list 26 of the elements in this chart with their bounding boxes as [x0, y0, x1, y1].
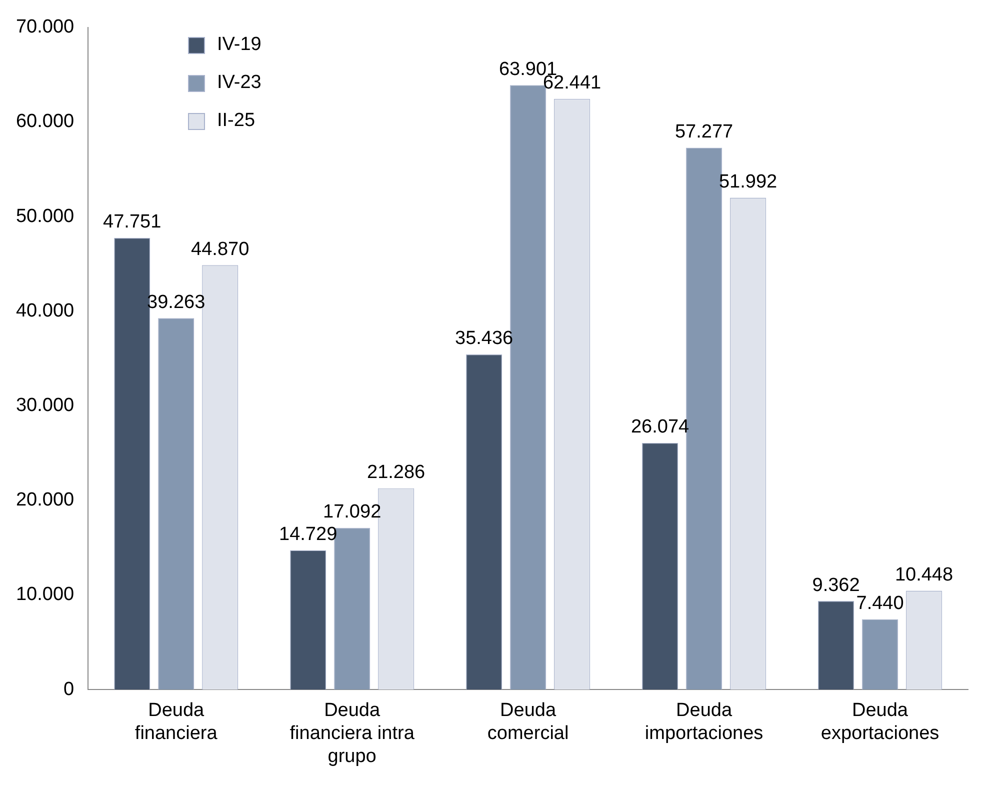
y-tick-label: 50.000: [16, 206, 74, 227]
data-label: 21.286: [367, 462, 426, 483]
data-label: 57.277: [674, 121, 734, 142]
data-label: 14.729: [279, 524, 338, 545]
legend-label: IV-19: [217, 33, 262, 57]
y-tick-label: 40.000: [16, 300, 74, 322]
data-label: 10.448: [894, 564, 954, 586]
data-label: 17.092: [323, 502, 382, 523]
y-tick-label: 70.000: [16, 16, 74, 38]
x-tick-label: Deuda comercial: [487, 700, 569, 744]
x-tick-label: Deuda importaciones: [644, 700, 764, 744]
y-tick-label: 10.000: [16, 584, 74, 606]
legend-label: IV-23: [217, 71, 262, 95]
y-tick-label: 20.000: [16, 490, 74, 511]
x-tick-label: Deuda financiera: [134, 700, 218, 744]
x-tick-label: Deuda financiera intra grupo: [290, 700, 415, 767]
data-label: 26.074: [630, 416, 690, 438]
x-tick-label: Deuda exportaciones: [820, 700, 940, 744]
data-label: 47.751: [103, 212, 162, 233]
y-tick-label: 60.000: [16, 111, 74, 132]
data-label: 44.870: [191, 238, 250, 260]
legend-label: II-25: [217, 109, 256, 133]
data-label: 51.992: [718, 171, 778, 192]
y-tick-label: 30.000: [16, 395, 74, 416]
y-tick-label: 0: [64, 678, 74, 700]
data-label: 35.436: [455, 328, 514, 350]
